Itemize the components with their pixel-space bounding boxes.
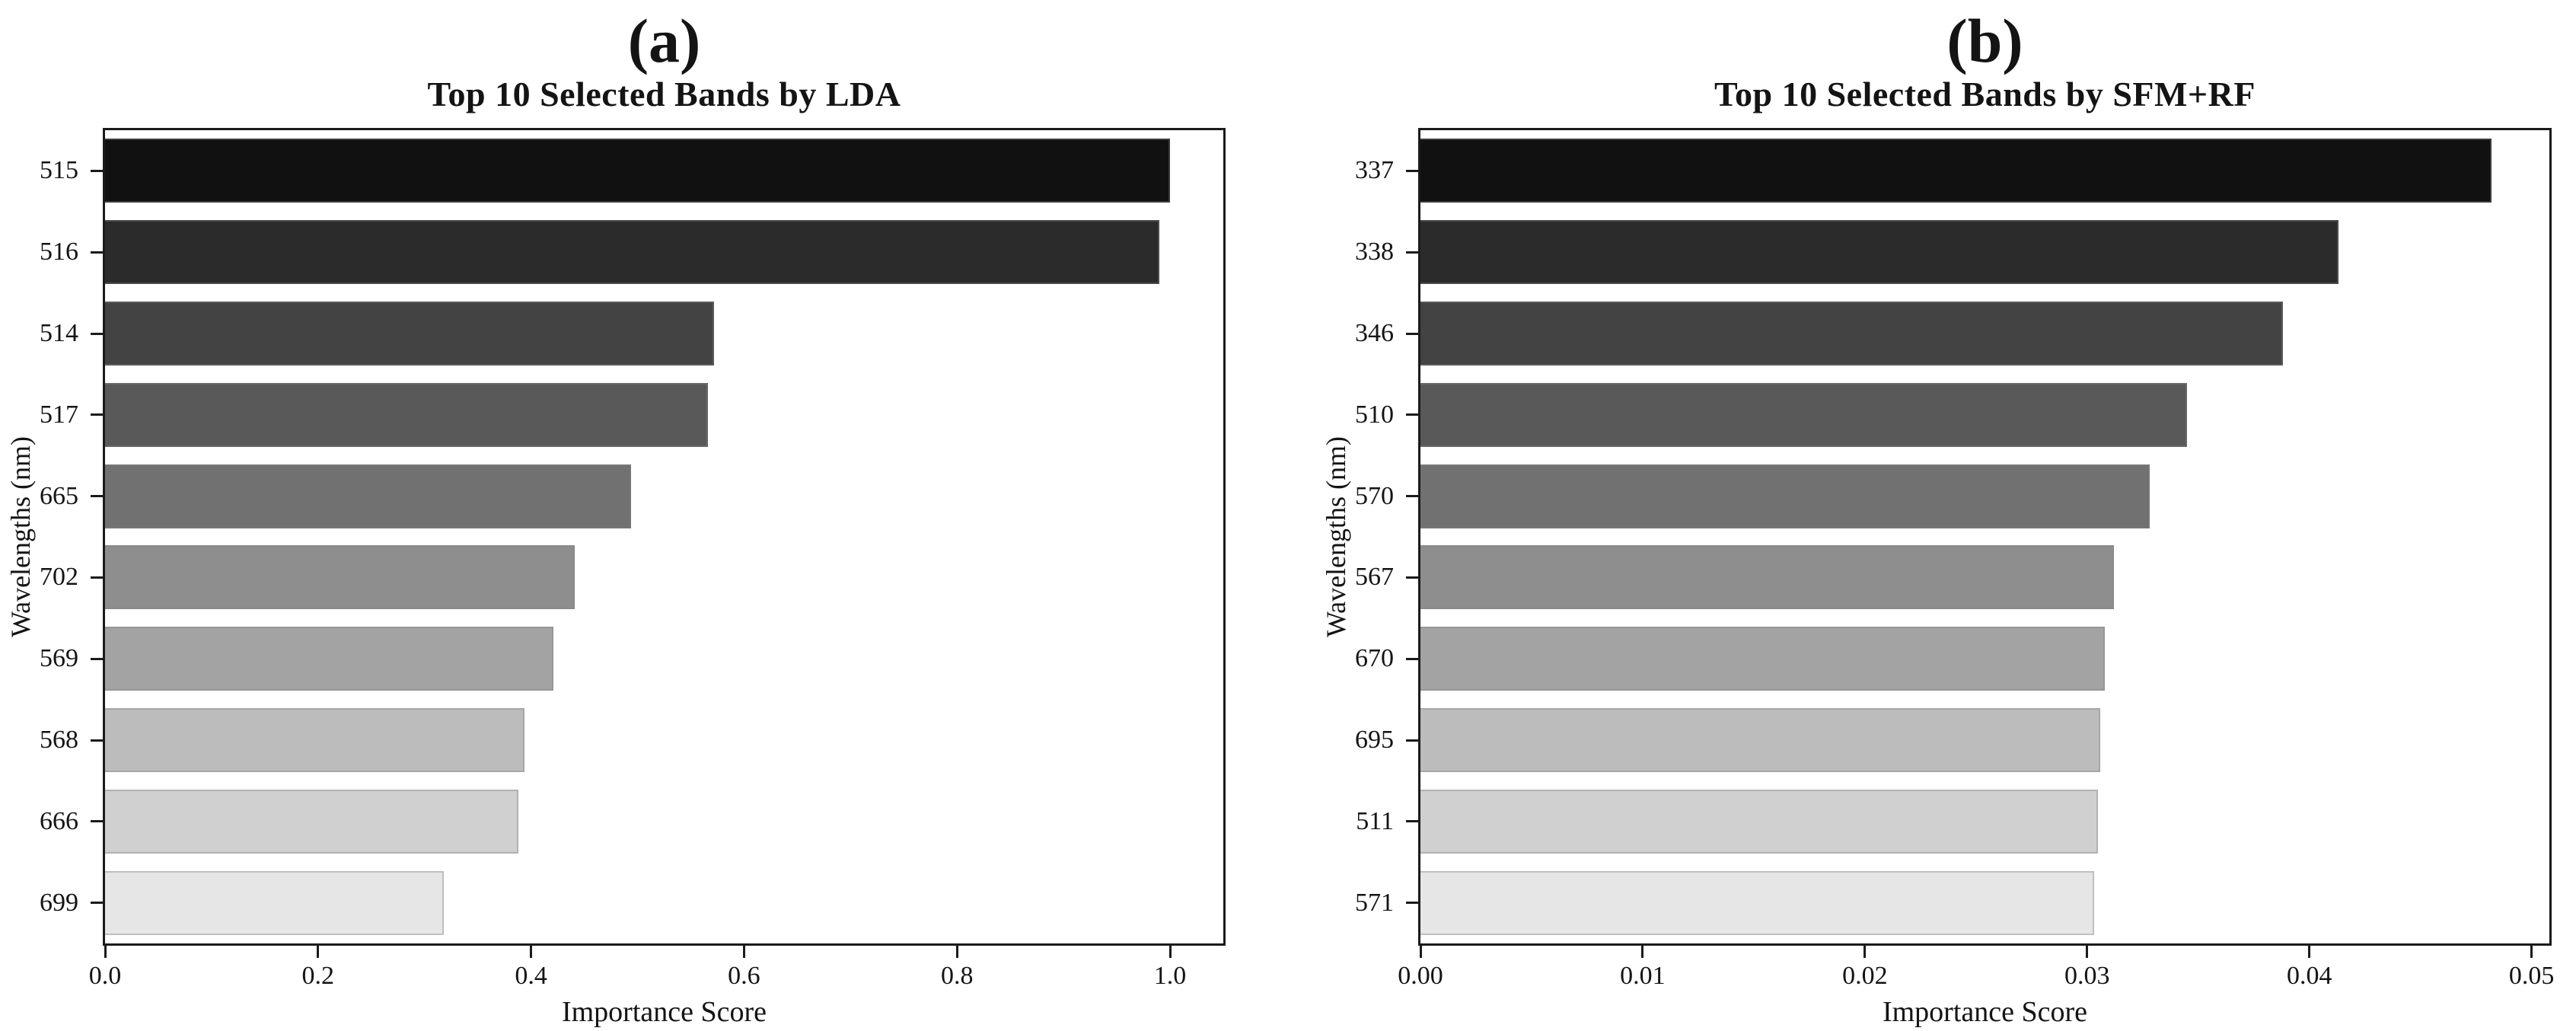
xtick-label: 0.0 [88,962,122,990]
bar-568 [105,708,525,772]
bar-510 [1420,382,2188,447]
panel-b: (b) Top 10 Selected Bands by SFM+RF Wave… [1288,0,2576,1031]
xtick-label: 0.2 [301,962,335,990]
bar-569 [105,627,553,691]
ytick-label: 567 [1355,563,1394,592]
ytick-mark [91,169,103,172]
xtick-label: 0.02 [1842,962,1888,990]
bar-346 [1420,302,2283,365]
ytick-label: 346 [1355,319,1394,347]
xtick-label: 0.4 [515,962,547,990]
ytick-label: 516 [40,238,78,267]
ytick-label: 570 [1355,481,1394,510]
xtick-mark [104,946,107,958]
xtick-label: 0.03 [2064,962,2110,990]
ytick-mark [1406,902,1418,905]
xtick-label: 0.6 [728,962,760,990]
ytick-label: 515 [40,156,78,185]
ytick-label: 514 [40,319,78,347]
xtick-mark [1641,946,1644,958]
ytick-mark [1406,657,1418,660]
xtick-label: 0.04 [2286,962,2332,990]
panel-b-title: Top 10 Selected Bands by SFM+RF [1714,75,2256,113]
panel-a-xlabel: Importance Score [561,996,767,1028]
bar-511 [1420,789,2099,854]
xtick-mark [1863,946,1867,958]
bar-338 [1420,220,2338,285]
ytick-label: 568 [40,726,78,754]
bar-517 [105,382,708,447]
ytick-mark [1406,413,1418,417]
bar-571 [1420,870,2094,935]
ytick-mark [1406,576,1418,579]
bar-516 [105,220,1160,285]
bar-695 [1420,708,2101,772]
xtick-label: 1.0 [1153,962,1187,990]
ytick-label: 702 [40,563,78,592]
bar-567 [1420,545,2114,610]
bar-514 [105,302,715,365]
xtick-mark [742,946,745,958]
ytick-label: 695 [1355,726,1394,754]
ytick-mark [1406,495,1418,498]
xtick-mark [2308,946,2311,958]
ytick-mark [1406,251,1418,254]
ytick-mark [91,657,103,660]
ytick-mark [91,902,103,905]
ytick-label: 338 [1355,238,1394,267]
ytick-label: 337 [1355,156,1394,185]
panel-a-label: (a) [627,6,701,75]
ytick-label: 569 [40,644,78,673]
xtick-label: 0.01 [1620,962,1666,990]
ytick-mark [1406,169,1418,172]
ytick-mark [91,413,103,417]
xtick-mark [955,946,958,958]
bar-702 [105,545,575,610]
ytick-mark [91,251,103,254]
ytick-label: 666 [40,806,78,835]
xtick-mark [2530,946,2533,958]
ytick-mark [91,576,103,579]
bar-570 [1420,464,2150,528]
xtick-label: 0.8 [940,962,974,990]
ytick-mark [1406,332,1418,335]
bar-699 [105,870,444,935]
panel-b-axes [1418,128,2552,946]
ytick-label: 510 [1355,400,1394,429]
ytick-mark [91,332,103,335]
bar-670 [1420,627,2106,691]
ytick-label: 670 [1355,644,1394,673]
ytick-mark [91,495,103,498]
panel-a-axes [103,128,1226,946]
ytick-label: 699 [40,888,78,917]
ytick-label: 571 [1355,888,1394,917]
xtick-label: 0.05 [2508,962,2555,990]
panel-a-title: Top 10 Selected Bands by LDA [427,75,901,113]
bar-337 [1420,139,2492,203]
ytick-mark [1406,739,1418,742]
bar-515 [105,139,1171,203]
ytick-mark [1406,820,1418,823]
ytick-mark [91,820,103,823]
panel-b-label: (b) [1946,6,2023,75]
xtick-mark [2086,946,2089,958]
xtick-mark [530,946,533,958]
xtick-mark [1168,946,1172,958]
panel-a: (a) Top 10 Selected Bands by LDA Wavelen… [5,6,1226,1028]
xtick-label: 0.00 [1398,962,1443,990]
xtick-mark [317,946,320,958]
xtick-mark [1419,946,1422,958]
bar-666 [105,789,518,854]
ytick-label: 511 [1356,806,1394,835]
panel-b-xlabel: Importance Score [1882,996,2088,1028]
ytick-label: 665 [40,481,78,510]
ytick-mark [91,739,103,742]
ytick-label: 517 [40,400,78,429]
bar-665 [105,464,632,528]
